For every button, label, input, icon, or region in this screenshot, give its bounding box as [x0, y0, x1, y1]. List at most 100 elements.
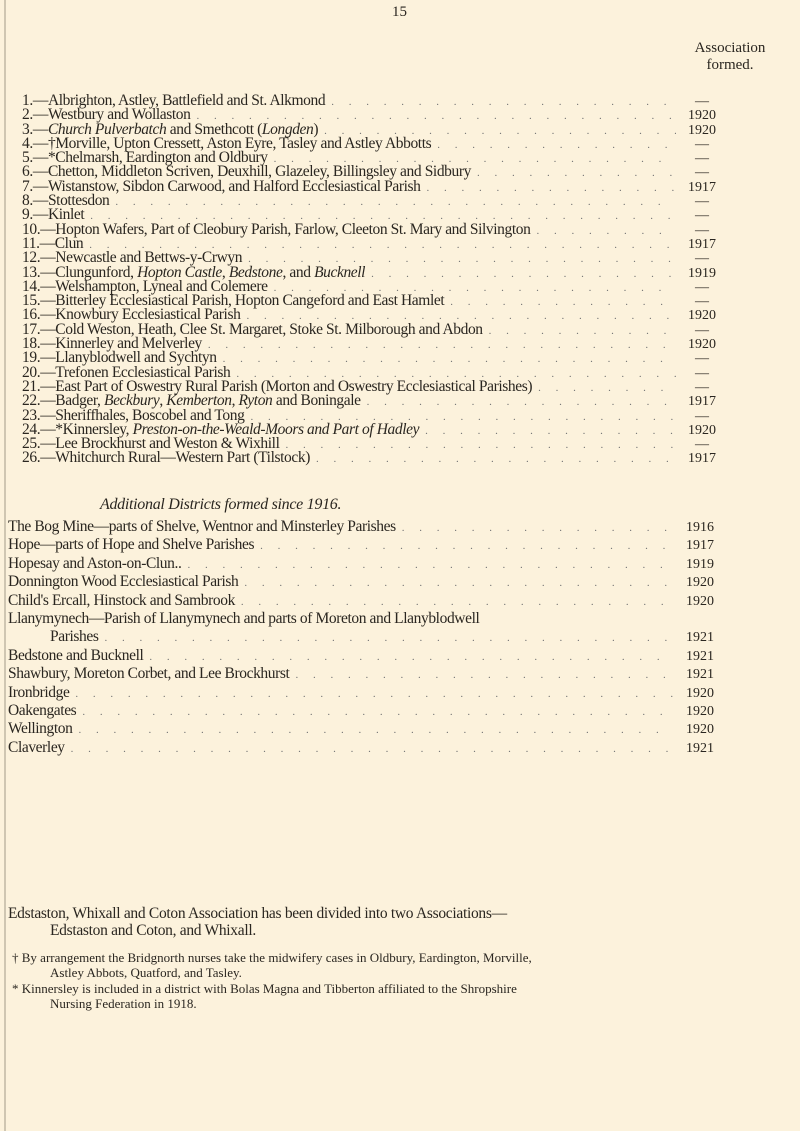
district-name: 17.—Cold Weston, Heath, Clee St. Margare…	[22, 320, 483, 338]
district-name: 19.—Llanyblodwell and Sychtyn	[22, 349, 217, 367]
district-name: 10.—Hopton Wafers, Part of Cleobury Pari…	[22, 220, 531, 238]
district-name: Bedstone and Bucknell	[8, 646, 144, 664]
footnotes: † By arrangement the Bridgnorth nurses t…	[12, 950, 742, 1012]
district-row: 2.—Westbury and Wollaston . . . . . . . .…	[22, 107, 722, 123]
year-formed: —	[695, 165, 709, 181]
leader-dots: . . . . . . . . . . . . . . . . . . . . …	[273, 153, 676, 166]
additional-row: Parishes . . . . . . . . . . . . . . . . …	[8, 628, 720, 646]
footnote: * Kinnersley is included in a district w…	[12, 981, 517, 1011]
leader-dots: . . . . . . . . . . . . . . . . . . . . …	[246, 310, 676, 323]
district-row: 4.—†Morville, Upton Cressett, Aston Eyre…	[22, 135, 722, 151]
leader-dots: . . . . . . . . . . . . . . . . . . . . …	[295, 669, 674, 682]
leader-dots: . . . . . . . . . . . . . . . . . . . . …	[90, 210, 676, 223]
leader-dots: . . . . . . . . . . . . . . . . . . . . …	[260, 540, 674, 553]
year-formed: 1921	[686, 630, 714, 646]
district-name: 14.—Welshampton, Lyneal and Colemere	[22, 277, 268, 295]
year-formed: 1917	[688, 236, 716, 252]
district-row: 25.—Lee Brockhurst and Weston & Wixhill.…	[22, 435, 722, 453]
year-formed: —	[695, 365, 709, 381]
district-row: 14.—Welshampton, Lyneal and Colemere . . …	[22, 277, 722, 295]
district-name: 6.—Chetton, Middleton Scriven, Deuxhill,…	[22, 163, 471, 181]
leader-dots: . . . . . . . . . . . . . . . . . . . . …	[437, 138, 676, 151]
district-row: 24.—*Kinnersley, Preston-on-the-Weald-Mo…	[22, 420, 722, 438]
district-name: Parishes	[50, 628, 99, 646]
leader-dots: . . . . . . . . . . . . . . . . . . . . …	[401, 522, 674, 534]
additional-row: Shawbury, Moreton Corbet, and Lee Brockh…	[8, 665, 720, 683]
additional-row: Wellington . . . . . . . . . . . . . . . …	[8, 720, 720, 738]
additional-row: Claverley . . . . . . . . . . . . . . . .…	[8, 739, 720, 757]
leader-dots: . . . . . . . . . . . . . . . . . . . . …	[244, 577, 674, 590]
district-name: 20.—Trefonen Ecclesiastical Parish	[22, 363, 231, 381]
district-name: 3.—Church Pulverbatch and Smethcott (Lon…	[22, 120, 319, 138]
district-name: 1.—Albrighton, Astley, Battlefield and S…	[22, 92, 326, 109]
district-name: 18.—Kinnerley and Melverley	[22, 335, 202, 353]
district-row: 8.—Stottesdon . . . . . . . . . . . . . .…	[22, 193, 722, 209]
leader-dots: . . . . . . . . . . . . . . . . . . . . …	[315, 453, 676, 466]
year-formed: 1921	[686, 648, 714, 664]
additional-row: Donnington Wood Ecclesiastical Parish . .…	[8, 573, 720, 591]
year-formed: 1916	[686, 520, 714, 535]
district-row: 19.—Llanyblodwell and Sychtyn . . . . . .…	[22, 349, 722, 367]
district-row: 7.—Wistanstow, Sibdon Carwood, and Halfo…	[22, 177, 722, 195]
district-row: 1.—Albrighton, Astley, Battlefield and S…	[22, 92, 722, 109]
district-name: Claverley	[8, 738, 65, 756]
note-line-1: Edstaston, Whixall and Coton Association…	[8, 905, 507, 922]
year-formed: 1917	[688, 394, 716, 410]
year-formed: 1920	[688, 337, 716, 353]
additional-row: Bedstone and Bucknell . . . . . . . . . .…	[8, 647, 720, 665]
leader-dots: . . . . . . . . . . . . . . . . . . . . …	[285, 439, 677, 452]
district-row: 10.—Hopton Wafers, Part of Cleobury Pari…	[22, 220, 722, 238]
district-name: 12.—Newcastle and Bettws-y-Crwyn	[22, 249, 243, 267]
year-formed: 1920	[686, 703, 714, 719]
district-row: 15.—Bitterley Ecclesiastical Parish, Hop…	[22, 292, 722, 310]
leader-dots: . . . . . . . . . . . . . . . . . . . . …	[366, 396, 676, 409]
leader-dots: . . . . . . . . . . . . . . . . . . . . …	[115, 196, 676, 209]
additional-row: Oakengates . . . . . . . . . . . . . . . …	[8, 702, 720, 720]
leader-dots: . . . . . . . . . . . . . . . . . . . . …	[104, 632, 674, 645]
district-name: 15.—Bitterley Ecclesiastical Parish, Hop…	[22, 292, 445, 310]
district-name: 24.—*Kinnersley, Preston-on-the-Weald-Mo…	[22, 420, 420, 438]
district-name: 25.—Lee Brockhurst and Weston & Wixhill	[22, 435, 280, 453]
year-formed: —	[695, 322, 709, 338]
district-name: 9.—Kinlet	[22, 206, 85, 224]
leader-dots: . . . . . . . . . . . . . . . . . . . . …	[187, 558, 674, 571]
district-row: 11.—Clun . . . . . . . . . . . . . . . . …	[22, 234, 722, 252]
footnote-mark: *	[12, 981, 19, 996]
leader-dots: . . . . . . . . . . . . . . . . . . . . …	[75, 687, 674, 700]
district-name: 7.—Wistanstow, Sibdon Carwood, and Halfo…	[22, 177, 421, 195]
district-name: 16.—Knowbury Ecclesiastical Parish	[22, 306, 241, 324]
year-formed: —	[695, 222, 709, 238]
year-formed: —	[695, 151, 709, 167]
year-formed: —	[695, 279, 709, 295]
year-formed: 1917	[688, 179, 716, 195]
leader-dots: . . . . . . . . . . . . . . . . . . . . …	[488, 324, 676, 337]
year-formed: 1920	[686, 575, 714, 591]
year-formed: —	[695, 351, 709, 367]
district-name: Hopesay and Aston-on-Clun..	[8, 554, 182, 572]
year-formed: 1920	[688, 308, 716, 324]
district-name: Llanymynech—Parish of Llanymynech and pa…	[8, 609, 480, 627]
additional-row: Hopesay and Aston-on-Clun.. . . . . . . .…	[8, 555, 720, 573]
district-row: 20.—Trefonen Ecclesiastical Parish . . . …	[22, 363, 722, 381]
leader-dots: . . . . . . . . . . . . . . . . . . . . …	[70, 742, 674, 755]
leader-dots: . . . . . . . . . . . . . . . . . . . . …	[236, 367, 676, 380]
additional-row: Llanymynech—Parish of Llanymynech and pa…	[8, 610, 720, 628]
year-formed: 1920	[688, 422, 716, 438]
district-row: 18.—Kinnerley and Melverley . . . . . . .…	[22, 335, 722, 353]
leader-dots: . . . . . . . . . . . . . . . . . . . . …	[248, 253, 676, 266]
year-formed: 1921	[686, 667, 714, 683]
year-formed: —	[695, 408, 709, 424]
district-row: 23.—Sheriffhales, Boscobel and Tong . . .…	[22, 407, 722, 424]
leader-dots: . . . . . . . . . . . . . . . . . . . . …	[78, 724, 675, 737]
year-formed: —	[695, 251, 709, 267]
year-formed: 1919	[688, 265, 716, 281]
year-formed: —	[695, 94, 709, 109]
district-row: 17.—Cold Weston, Heath, Clee St. Margare…	[22, 320, 722, 338]
leader-dots: . . . . . . . . . . . . . . . . . . . . …	[425, 424, 676, 437]
district-name: Oakengates	[8, 701, 77, 719]
column-heading-association-formed: Association formed.	[694, 40, 766, 73]
district-name: 13.—Clungunford, Hopton Castle, Bedstone…	[22, 263, 366, 281]
district-row: 3.—Church Pulverbatch and Smethcott (Lon…	[22, 120, 722, 138]
district-name: 11.—Clun	[22, 234, 84, 252]
district-name: The Bog Mine—parts of Shelve, Wentnor an…	[8, 518, 396, 535]
